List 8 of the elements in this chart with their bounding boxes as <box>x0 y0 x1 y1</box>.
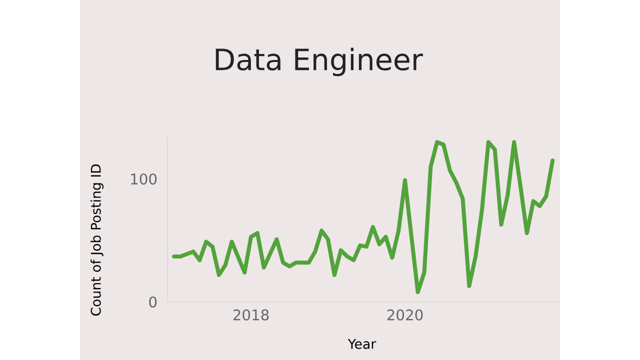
y-axis-title: Count of Job Posting ID <box>90 164 104 316</box>
x-tick-label: 2018 <box>233 309 269 320</box>
line-series <box>172 140 555 294</box>
x-axis-title: Year <box>348 339 376 349</box>
x-tick-label: 2020 <box>387 309 423 320</box>
y-tick-label: 0 <box>149 296 157 308</box>
chart-title: Data Engineer <box>216 48 423 76</box>
y-tick-label: 100 <box>131 173 157 185</box>
